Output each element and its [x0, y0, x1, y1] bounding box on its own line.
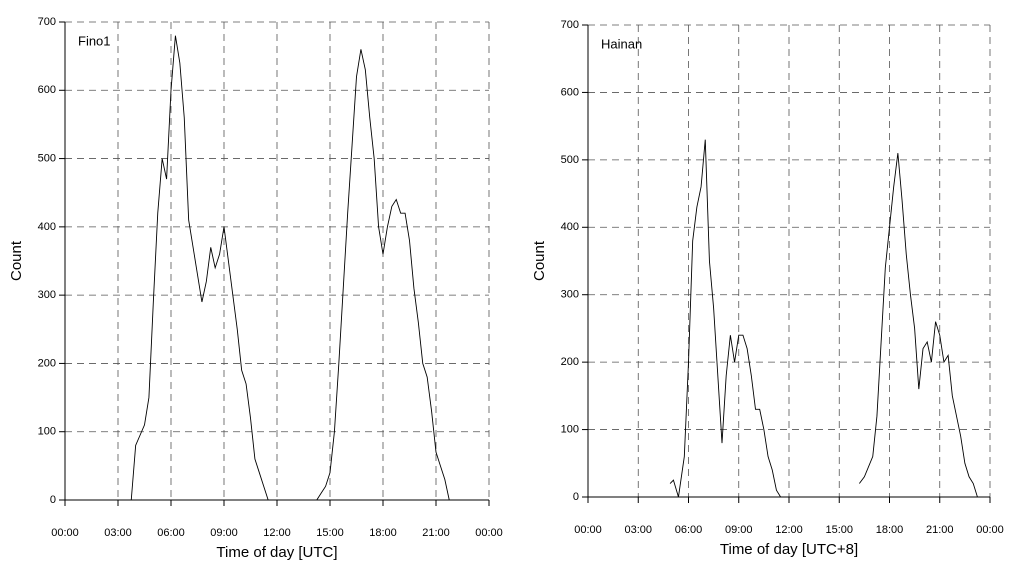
- data-line: [65, 35, 489, 501]
- x-tick-label: 21:00: [926, 524, 954, 536]
- x-tick-label: 12:00: [775, 524, 803, 536]
- x-tick-label: 15:00: [825, 524, 853, 536]
- x-tick-label: 06:00: [675, 524, 703, 536]
- y-tick-label: 200: [561, 356, 579, 368]
- x-tick-label: 03:00: [104, 527, 132, 539]
- y-tick-label: 400: [38, 221, 56, 233]
- x-tick-label: 03:00: [624, 524, 652, 536]
- y-tick-label: 100: [561, 423, 579, 435]
- y-tick-label: 0: [50, 494, 56, 506]
- y-tick-label: 600: [38, 84, 56, 96]
- x-tick-label: 00:00: [574, 524, 602, 536]
- panel-label: Hainan: [601, 36, 642, 51]
- y-tick-label: 200: [38, 357, 56, 369]
- y-tick-label: 0: [573, 491, 579, 503]
- x-tick-label: 09:00: [725, 524, 753, 536]
- panel-label: Fino1: [78, 33, 111, 48]
- y-tick-label: 300: [38, 289, 56, 301]
- y-tick-label: 500: [38, 152, 56, 164]
- x-tick-label: 00:00: [51, 527, 79, 539]
- x-axis-label: Time of day [UTC+8]: [720, 541, 858, 558]
- x-tick-label: 21:00: [422, 527, 450, 539]
- x-tick-label: 09:00: [210, 527, 238, 539]
- x-axis-label: Time of day [UTC]: [216, 544, 337, 561]
- y-tick-label: 100: [38, 426, 56, 438]
- x-tick-label: 00:00: [976, 524, 1004, 536]
- y-tick-label: 300: [561, 289, 579, 301]
- data-line: [669, 139, 978, 498]
- x-tick-label: 15:00: [316, 527, 344, 539]
- y-tick-label: 500: [561, 154, 579, 166]
- x-tick-label: 18:00: [876, 524, 904, 536]
- y-tick-label: 600: [561, 86, 579, 98]
- x-tick-label: 18:00: [369, 527, 397, 539]
- y-tick-label: 700: [38, 16, 56, 28]
- y-tick-label: 400: [561, 221, 579, 233]
- y-tick-label: 700: [561, 19, 579, 31]
- y-axis-label: Count: [8, 240, 25, 281]
- x-tick-label: 06:00: [157, 527, 185, 539]
- y-axis-label: Count: [531, 240, 548, 281]
- x-tick-label: 12:00: [263, 527, 291, 539]
- x-tick-label: 00:00: [475, 527, 503, 539]
